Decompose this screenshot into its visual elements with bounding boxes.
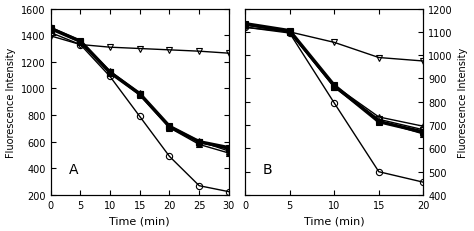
Text: A: A: [68, 162, 78, 176]
Y-axis label: Fluorescence Intensity: Fluorescence Intensity: [6, 47, 16, 157]
Text: B: B: [263, 162, 273, 176]
Y-axis label: Fluorescence Intensity: Fluorescence Intensity: [458, 47, 468, 157]
X-axis label: Time (min): Time (min): [304, 216, 365, 225]
X-axis label: Time (min): Time (min): [109, 216, 170, 225]
